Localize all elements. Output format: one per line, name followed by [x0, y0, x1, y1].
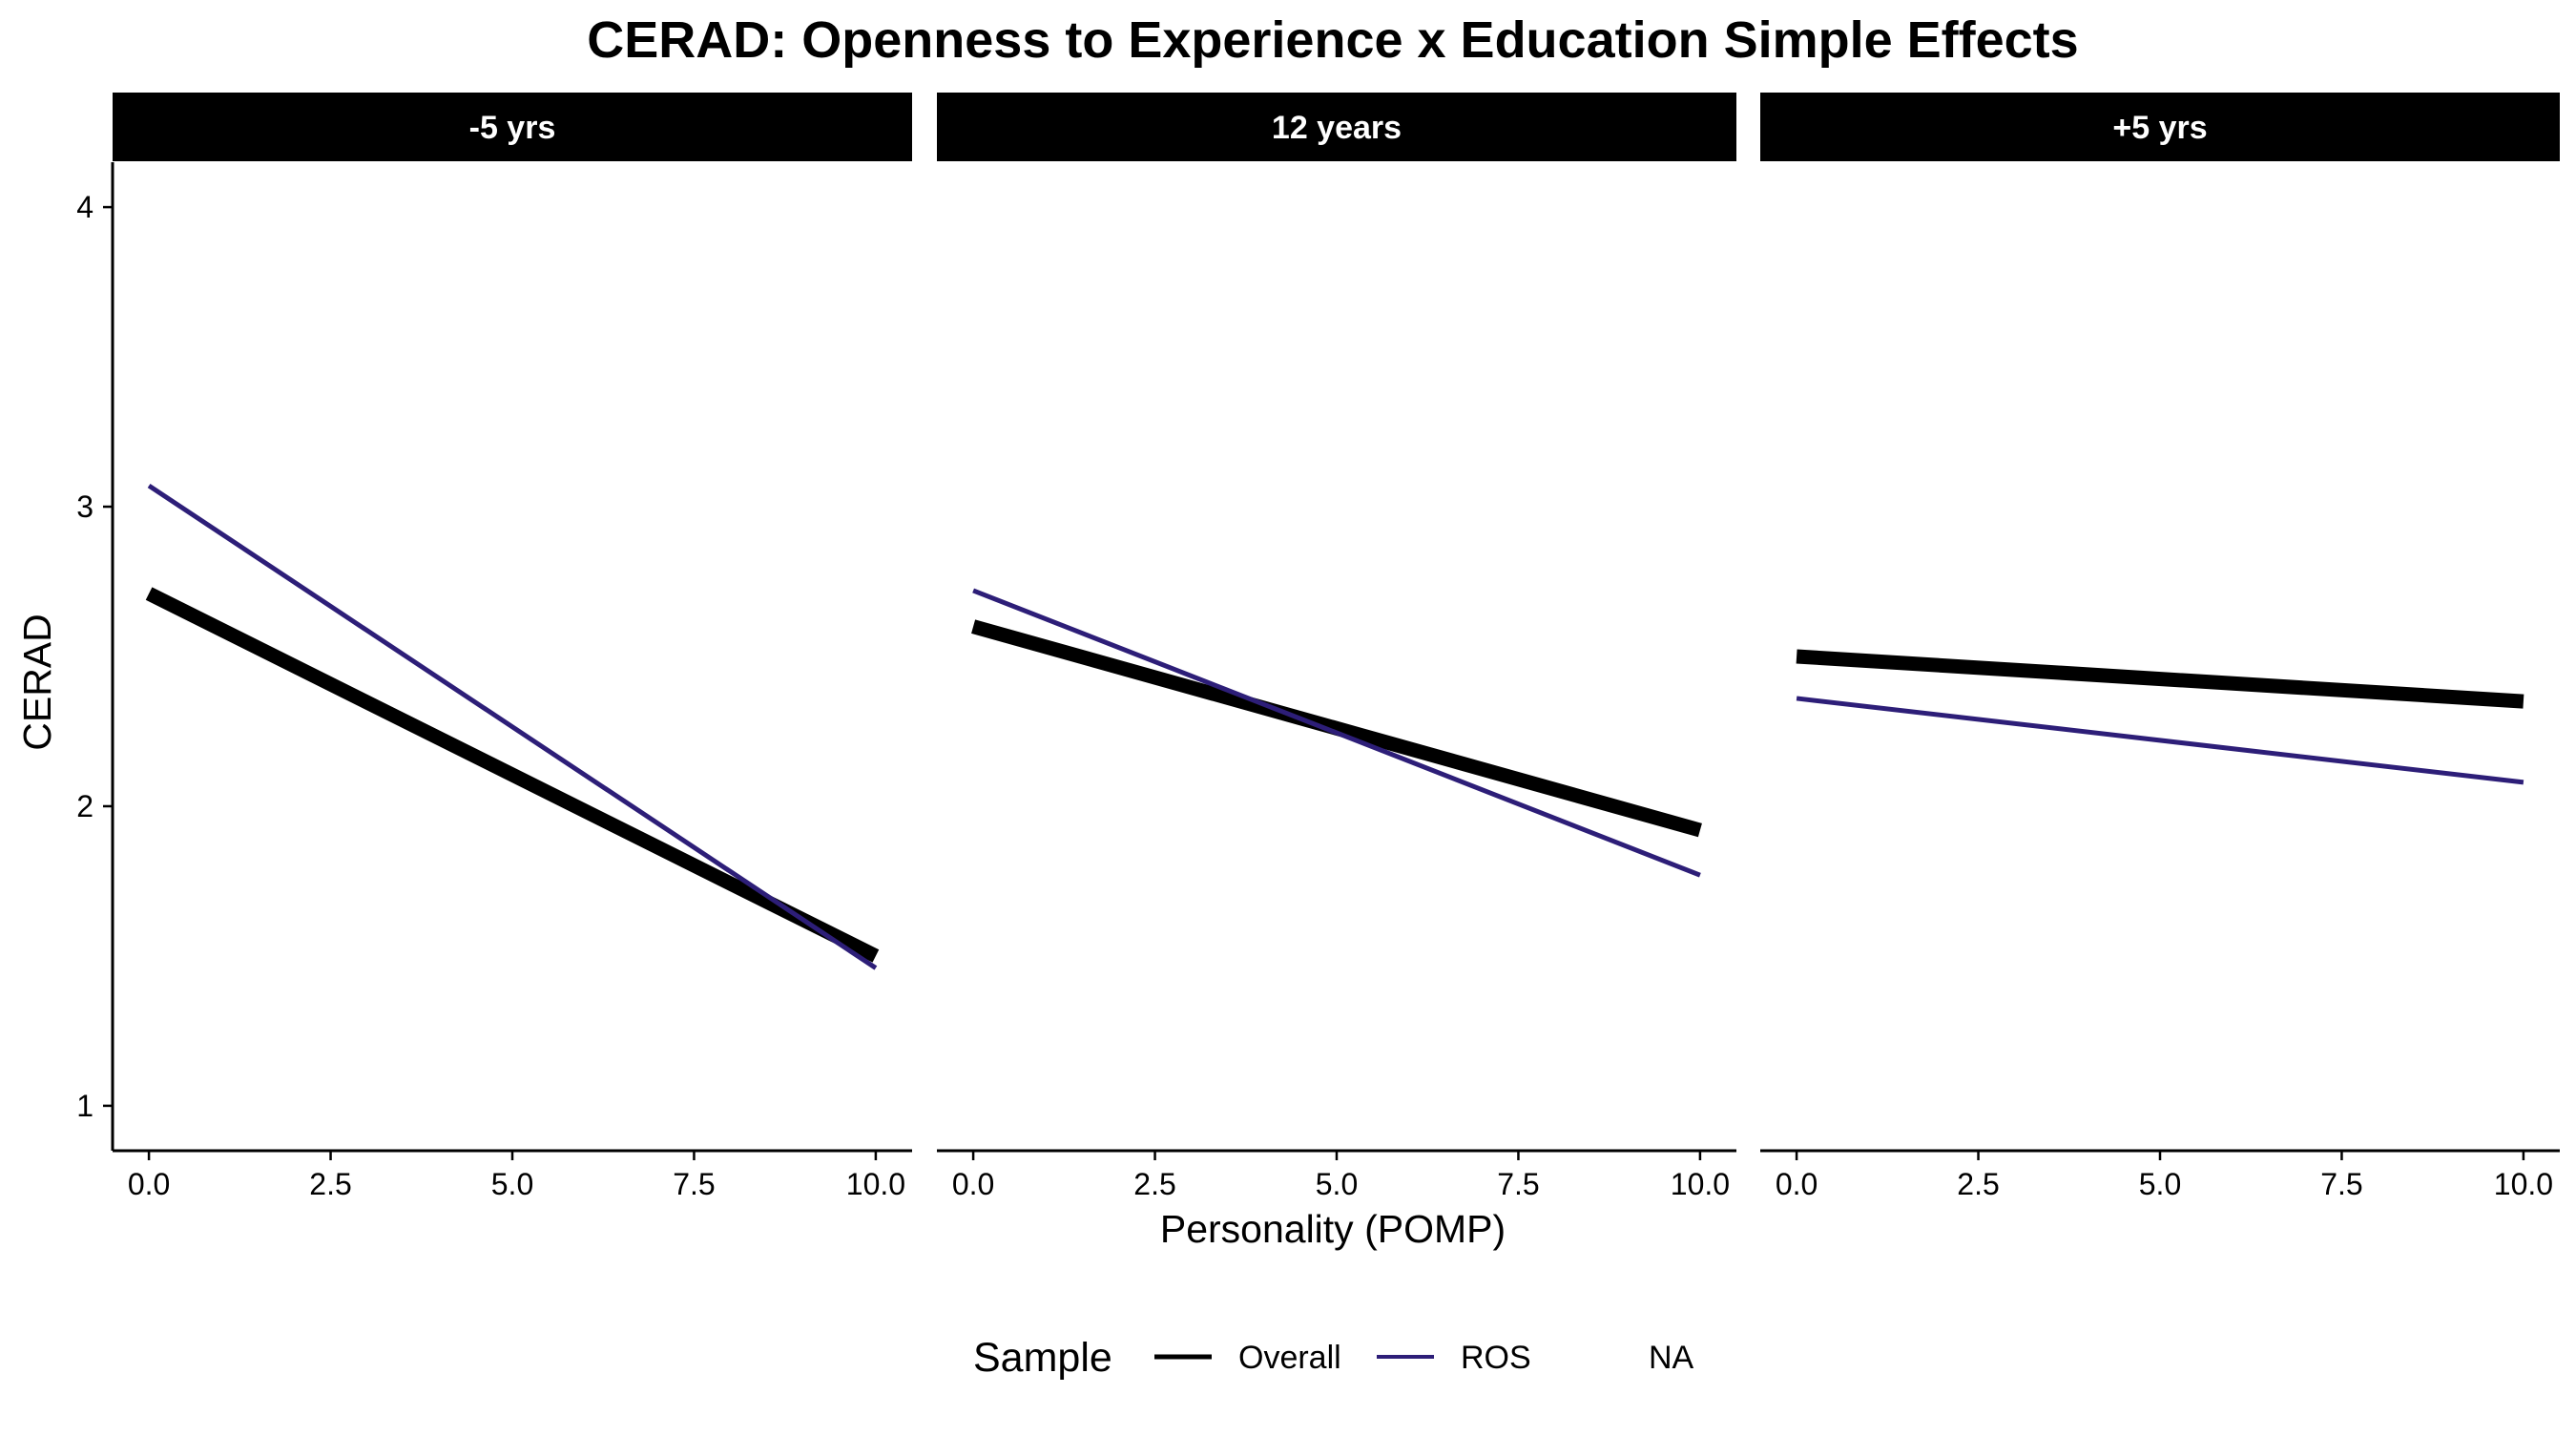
- x-tick-label: 0.0: [128, 1167, 170, 1201]
- x-axis-title: Personality (POMP): [1160, 1207, 1506, 1251]
- facet-strip: [113, 93, 912, 161]
- legend-title: Sample: [973, 1335, 1112, 1381]
- facet-strip-label: +5 yrs: [2112, 110, 2207, 146]
- series-line-ros: [147, 483, 878, 970]
- legend: Sample Overall ROS NA: [973, 1335, 1694, 1381]
- x-tick-label: 7.5: [2320, 1167, 2362, 1201]
- series-line-ros: [972, 588, 1701, 878]
- facet-panel: -5 yrs 0.0 2.5 5.0 7.5 10.0 1 2 3 4: [76, 93, 912, 1201]
- facet-strip-label: -5 yrs: [469, 110, 556, 146]
- x-tick-label: 5.0: [2139, 1167, 2181, 1201]
- legend-entries: Overall ROS NA: [1154, 1340, 1694, 1376]
- legend-label: Overall: [1238, 1340, 1341, 1376]
- x-tick-label: 7.5: [1497, 1167, 1539, 1201]
- x-tick-label: 2.5: [1957, 1167, 1999, 1201]
- series-line-overall: [145, 587, 880, 963]
- x-tick-label: 0.0: [1776, 1167, 1818, 1201]
- x-tick-label: 10.0: [1671, 1167, 1730, 1201]
- x-tick-label: 2.5: [1133, 1167, 1175, 1201]
- y-tick-label: 4: [76, 190, 93, 224]
- x-tick-label: 2.5: [309, 1167, 351, 1201]
- y-tick-label: 3: [76, 489, 93, 524]
- x-tick-label: 0.0: [952, 1167, 994, 1201]
- y-axis-title: CERAD: [15, 614, 59, 751]
- x-tick-label: 7.5: [673, 1167, 715, 1201]
- facet-strip: [1760, 93, 2560, 161]
- x-tick-label: 5.0: [1316, 1167, 1358, 1201]
- x-tick-label: 5.0: [491, 1167, 533, 1201]
- legend-label: NA: [1649, 1340, 1694, 1376]
- x-tick-label: 10.0: [2494, 1167, 2553, 1201]
- y-tick-label: 1: [76, 1089, 93, 1123]
- series-line-overall: [1796, 649, 2524, 709]
- facet-panel: +5 yrs 0.0 2.5 5.0 7.5 10.0: [1760, 93, 2560, 1201]
- x-tick-label: 10.0: [846, 1167, 905, 1201]
- facet-panel: 12 years 0.0 2.5 5.0 7.5 10.0: [937, 93, 1736, 1201]
- y-tick-label: 2: [76, 789, 93, 823]
- series-line-overall: [971, 619, 1702, 838]
- legend-label: ROS: [1461, 1340, 1531, 1376]
- chart-title: CERAD: Openness to Experience x Educatio…: [587, 11, 2078, 69]
- series-line-ros: [1796, 696, 2524, 785]
- facet-strip-label: 12 years: [1272, 110, 1402, 146]
- facet-panels: -5 yrs 0.0 2.5 5.0 7.5 10.0 1 2 3 4 12 years 0.0 2.5…: [76, 93, 2560, 1201]
- facet-strip: [937, 93, 1736, 161]
